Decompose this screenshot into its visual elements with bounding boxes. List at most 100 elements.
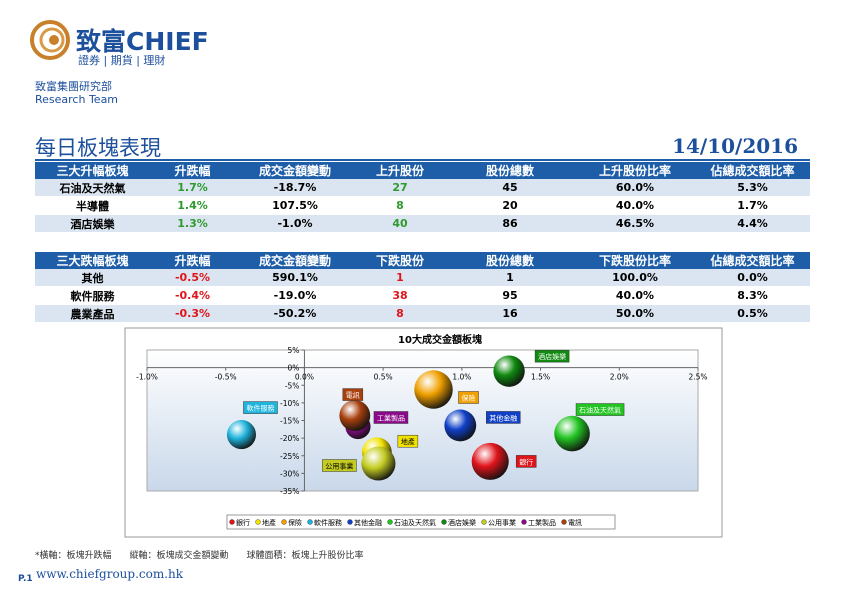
bubble-label: 保險	[462, 393, 476, 402]
x-tick-label: -0.5%	[215, 373, 237, 382]
column-header: 下跌股份	[355, 252, 445, 269]
column-header: 下跌股份比率	[575, 252, 695, 269]
table-cell: 50.0%	[575, 304, 695, 323]
legend-label: 軟件服務	[314, 518, 342, 527]
table-cell: 0.5%	[695, 304, 810, 323]
legend-swatch	[387, 519, 393, 525]
table-cell: 60.0%	[575, 179, 695, 197]
table-cell: 1.3%	[150, 214, 235, 233]
bubble-label: 石油及天然氣	[579, 406, 621, 415]
column-header: 成交金額變動	[235, 162, 355, 179]
legend-swatch	[229, 519, 235, 525]
bubble	[554, 415, 590, 452]
table-cell: -50.2%	[235, 304, 355, 323]
bubble-label: 酒店娛樂	[538, 352, 566, 361]
table-cell: 酒店娛樂	[35, 214, 150, 233]
bubble-label-box	[575, 403, 625, 416]
table-cell: 46.5%	[575, 214, 695, 233]
table-cell: 95	[445, 286, 575, 305]
legend-swatch	[307, 519, 313, 525]
table-cell: 農業產品	[35, 304, 150, 323]
legend-label: 地產	[262, 518, 276, 527]
table-cell: 0.0%	[695, 269, 810, 287]
legend-label: 工業製品	[528, 518, 556, 527]
bubble	[444, 409, 477, 442]
bubble-label-box	[534, 349, 570, 363]
brand: 致富CHIEF	[76, 27, 209, 56]
table-losers: 三大跌幅板塊 升跌幅 成交金額變動 下跌股份 股份總數 下跌股份比率 佔總成交額比率 其他 -0…	[35, 252, 810, 323]
table-cell: 107.5%	[235, 196, 355, 215]
x-tick-label: 0.0%	[295, 373, 314, 382]
table-cell: 38	[355, 286, 445, 305]
legend-label: 酒店娛樂	[448, 518, 476, 527]
logo-mark	[30, 20, 70, 60]
y-tick-label: -5%	[285, 381, 300, 390]
bubble-label: 公用事業	[325, 462, 353, 471]
legend-label: 銀行	[236, 518, 250, 527]
table-cell: 1.7%	[150, 179, 235, 197]
sector-table: 三大跌幅板塊 升跌幅 成交金額變動 下跌股份 股份總數 下跌股份比率 佔總成交額比率 其他 -0…	[35, 252, 810, 323]
legend-swatch	[441, 519, 447, 525]
bubble-label-box	[342, 388, 364, 401]
team: Research Team	[35, 93, 119, 106]
bubble	[361, 446, 396, 481]
column-header: 股份總數	[445, 162, 575, 179]
column-header: 三大升幅板塊	[35, 162, 150, 179]
bubble-label: 其他金融	[489, 413, 517, 422]
plot-area	[146, 349, 699, 492]
x-tick-label: 1.0%	[452, 373, 471, 382]
page-number: P.1	[18, 574, 33, 584]
bubble-label: 工業製品	[377, 413, 405, 422]
table-cell: 5.3%	[695, 179, 810, 197]
y-tick-label: -25%	[280, 452, 299, 461]
table-cell: -0.5%	[150, 269, 235, 287]
bubble-label-box	[373, 411, 409, 424]
report-date: 14/10/2016	[672, 134, 798, 158]
legend-swatch	[521, 519, 527, 525]
title-rule	[35, 159, 810, 161]
bubble-label-box	[322, 459, 357, 472]
x-tick-label: 2.5%	[688, 373, 707, 382]
y-tick-label: -20%	[280, 434, 299, 443]
x-tick-label: 0.5%	[374, 373, 393, 382]
bubble-label-box	[515, 455, 537, 468]
department: 致富集團研究部	[35, 80, 112, 93]
table-cell: -0.3%	[150, 304, 235, 323]
x-tick-label: 1.5%	[531, 373, 550, 382]
legend-label: 保險	[288, 518, 302, 527]
table-cell: 20	[445, 196, 575, 215]
column-header: 升跌幅	[150, 252, 235, 269]
table-cell: 1	[355, 269, 445, 287]
bubble-label-box	[486, 411, 521, 424]
column-header: 佔總成交額比率	[695, 162, 810, 179]
bubble	[339, 400, 371, 431]
page-title: 每日板塊表現	[35, 136, 161, 160]
table-cell: 27	[355, 179, 445, 197]
chart-title: 10大成交金額板塊	[398, 333, 482, 346]
table-cell: 1.4%	[150, 196, 235, 215]
table-cell: 1.7%	[695, 196, 810, 215]
table-cell: 40.0%	[575, 286, 695, 305]
bubble-label: 銀行	[519, 457, 533, 466]
x-tick-label: -1.0%	[136, 373, 158, 382]
bubble	[493, 355, 525, 387]
footnote: *橫軸：板塊升跌幅 縱軸：板塊成交金額變動 球體面積：板塊上升股份比率	[35, 551, 364, 561]
table-cell: 1	[445, 269, 575, 287]
table-cell: 8	[355, 304, 445, 323]
table-cell: 86	[445, 214, 575, 233]
table-cell: 590.1%	[235, 269, 355, 287]
y-tick-label: -30%	[280, 469, 299, 478]
column-header: 上升股份	[355, 162, 445, 179]
y-tick-label: 5%	[288, 346, 300, 355]
table-cell: 4.4%	[695, 214, 810, 233]
bubble	[471, 442, 509, 480]
legend-swatch	[255, 519, 261, 525]
bubble-label: 軟件服務	[246, 404, 274, 413]
table-cell: 8	[355, 196, 445, 215]
legend-swatch	[281, 519, 287, 525]
y-tick-label: -10%	[280, 399, 299, 408]
bubble	[414, 370, 453, 409]
legend-label: 電訊	[568, 518, 582, 527]
